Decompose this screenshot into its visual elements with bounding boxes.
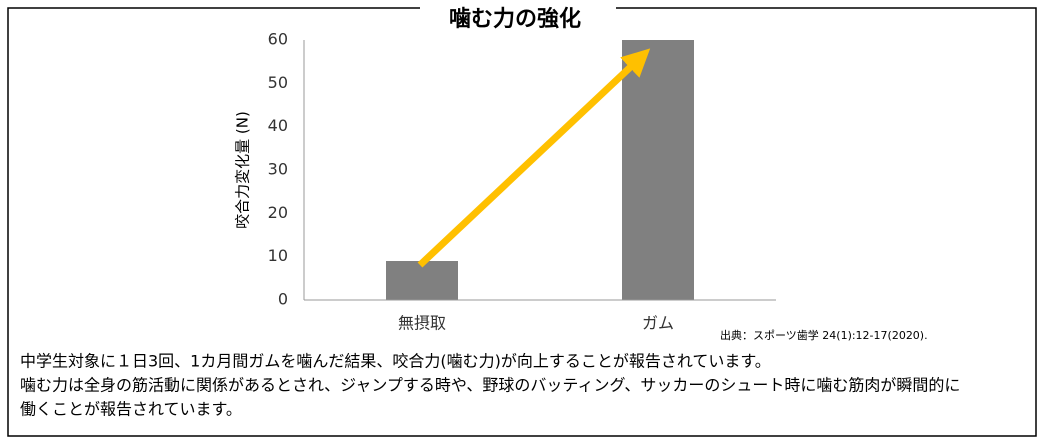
y-tick-label: 30: [268, 160, 288, 179]
description-line: 噛む力は全身の筋活動に関係があるとされ、ジャンプする時や、野球のバッティング、サ…: [20, 376, 960, 395]
description-line: 働くことが報告されています。: [20, 400, 242, 419]
y-tick-label: 10: [268, 246, 288, 265]
bar: [386, 261, 458, 300]
description-line: 中学生対象に１日3回、1カ月間ガムを噛んだ結果、咬合力(噛む力)が向上することが…: [20, 352, 771, 371]
title-backdrop: [420, 0, 616, 34]
y-axis-label: 咬合力変化量 (N): [234, 111, 252, 229]
y-tick-label: 60: [268, 30, 288, 49]
source: 出典：スポーツ歯学 24(1):12-17(2020).: [720, 328, 928, 342]
plot: 0 10 20 30 40 50 60 無摂取 ガム: [268, 30, 776, 333]
trend-arrow: [417, 48, 651, 268]
y-tick-label: 50: [268, 73, 288, 92]
bar: [622, 40, 694, 300]
y-tick-label: 0: [278, 290, 288, 309]
y-tick-label: 20: [268, 203, 288, 222]
chart-title: 噛む力の強化: [449, 6, 581, 32]
x-tick-label: ガム: [642, 314, 674, 333]
frame: [7, 7, 1037, 437]
y-tick-label: 40: [268, 116, 288, 135]
x-tick-label: 無摂取: [398, 314, 446, 333]
